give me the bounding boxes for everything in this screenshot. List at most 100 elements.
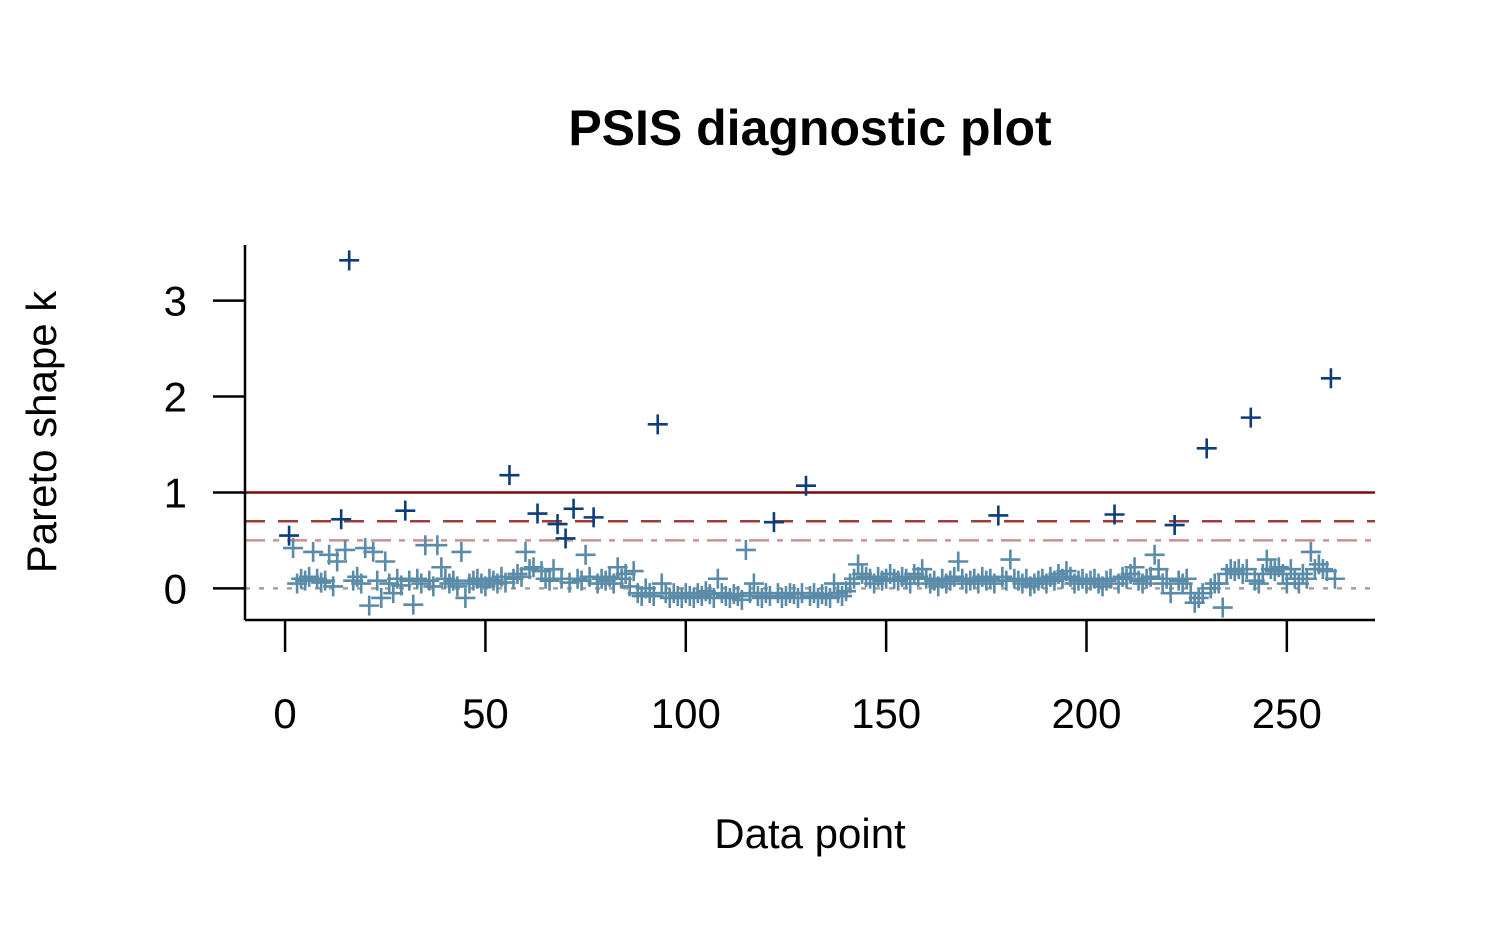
data-point (379, 573, 400, 594)
data-point (1260, 559, 1281, 580)
data-point (375, 551, 396, 572)
data-point (343, 570, 364, 591)
data-point (1324, 568, 1345, 589)
data-point (507, 563, 528, 584)
data-point (287, 573, 308, 594)
data-point (391, 575, 412, 596)
data-point (335, 539, 356, 560)
data-point (303, 541, 324, 562)
data-point (503, 568, 524, 589)
data-point (559, 572, 580, 593)
data-point (795, 475, 816, 496)
y-ticks: 0 1 2 3 (164, 278, 245, 612)
data-points (279, 250, 1345, 618)
data-point (1248, 573, 1269, 594)
data-point (1312, 559, 1333, 580)
data-point (483, 570, 504, 591)
data-point (988, 505, 1009, 526)
data-point (575, 544, 596, 565)
y-axis-label: Pareto shape k (18, 290, 65, 574)
data-point (820, 587, 841, 608)
data-point (279, 525, 300, 546)
data-point (1160, 583, 1181, 604)
data-point (355, 538, 376, 559)
data-point (447, 576, 468, 597)
data-point (1184, 592, 1205, 613)
data-point (351, 573, 372, 594)
data-point (980, 568, 1001, 589)
data-point (367, 570, 388, 591)
data-point (1280, 559, 1301, 580)
data-point (451, 541, 472, 562)
data-point (1156, 568, 1177, 589)
data-point (615, 563, 636, 584)
data-point (828, 583, 849, 604)
data-point (1272, 563, 1293, 584)
data-point (976, 570, 997, 591)
data-point (1116, 568, 1137, 589)
data-point (399, 570, 420, 591)
data-point (1300, 541, 1321, 562)
data-point (1288, 573, 1309, 594)
data-point (1136, 568, 1157, 589)
data-point (499, 465, 520, 486)
data-point (972, 566, 993, 587)
data-point (651, 573, 672, 594)
data-point (1128, 570, 1149, 591)
data-point (371, 587, 392, 608)
data-point (643, 586, 664, 607)
data-point (323, 576, 344, 597)
data-point (519, 559, 540, 580)
data-point (1168, 570, 1189, 591)
data-point (515, 541, 536, 562)
data-point (1320, 368, 1341, 389)
data-point (1240, 407, 1261, 428)
data-point (439, 573, 460, 594)
data-point (431, 557, 452, 578)
data-point (307, 568, 328, 589)
data-point (1144, 544, 1165, 565)
data-point (547, 514, 568, 535)
data-point (1040, 566, 1061, 587)
data-point (591, 568, 612, 589)
data-point (435, 568, 456, 589)
y-tick-label: 0 (164, 565, 187, 612)
data-point (743, 573, 764, 594)
data-point (904, 563, 925, 584)
data-point (1164, 515, 1185, 536)
x-tick-label: 200 (1051, 690, 1121, 737)
data-point (840, 573, 861, 594)
data-point (1088, 573, 1109, 594)
data-point (527, 503, 548, 524)
data-point (407, 568, 428, 589)
data-point (896, 568, 917, 589)
data-point (1200, 578, 1221, 599)
data-point (888, 570, 909, 591)
data-point (595, 570, 616, 591)
data-point (1148, 559, 1169, 580)
data-point (948, 551, 969, 572)
data-point (1236, 559, 1257, 580)
data-point (1112, 566, 1133, 587)
data-point (1264, 561, 1285, 582)
data-point (852, 563, 873, 584)
data-point (1212, 597, 1233, 618)
data-point (311, 572, 332, 593)
data-point (1152, 573, 1173, 594)
data-point (1008, 570, 1029, 591)
data-point (583, 507, 604, 528)
data-point (423, 576, 444, 597)
data-point (1104, 504, 1125, 525)
data-point (359, 595, 380, 616)
data-point (327, 551, 348, 572)
data-point (1124, 557, 1145, 578)
data-point (1172, 573, 1193, 594)
data-point (944, 566, 965, 587)
data-point (868, 566, 889, 587)
data-point (295, 570, 316, 591)
data-point (411, 573, 432, 594)
y-tick-label: 3 (164, 278, 187, 325)
data-point (1208, 573, 1229, 594)
data-point (463, 570, 484, 591)
data-point (1000, 549, 1021, 570)
